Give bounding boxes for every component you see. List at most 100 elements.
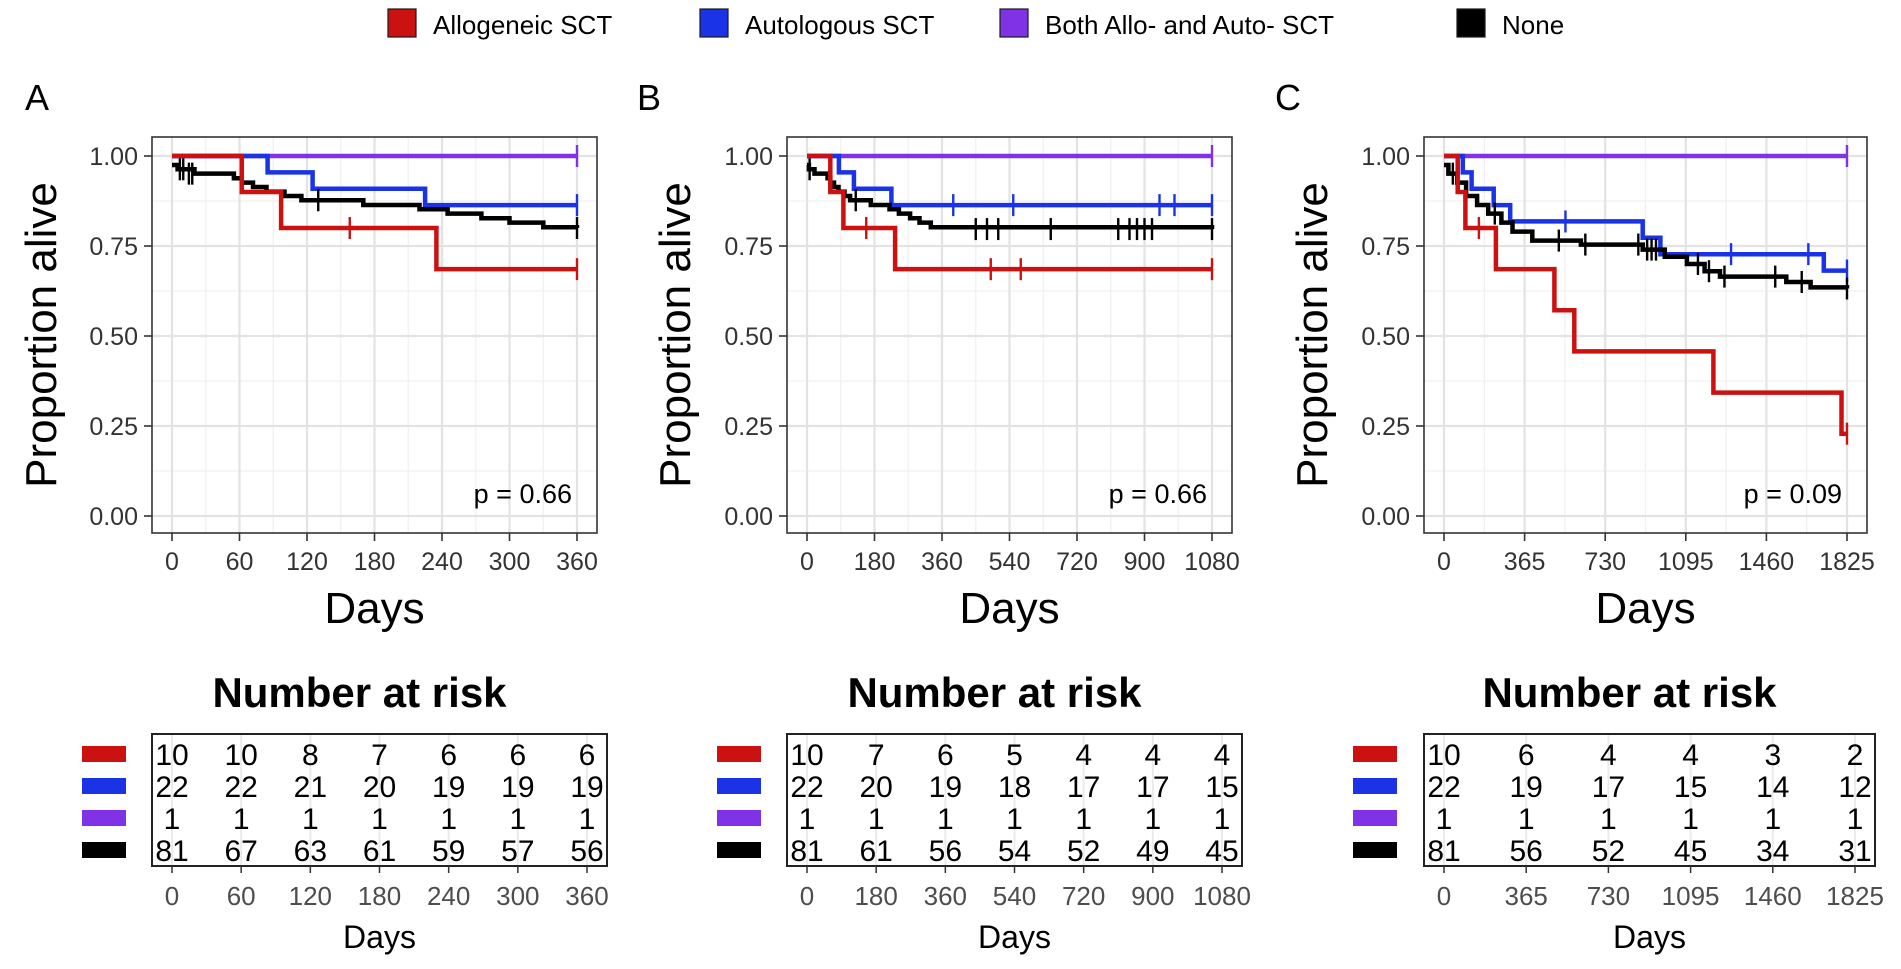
risk-count: 1 bbox=[799, 803, 816, 836]
risk-count: 1 bbox=[1214, 803, 1231, 836]
risk-x-tick-label: 300 bbox=[496, 881, 539, 911]
y-tick-label: 0.50 bbox=[724, 323, 773, 351]
risk-count: 1 bbox=[371, 803, 388, 836]
y-tick-label: 0.25 bbox=[724, 413, 773, 441]
panel-label: C bbox=[1275, 77, 1301, 118]
y-axis-title: Proportion alive bbox=[17, 182, 66, 488]
legend-swatch bbox=[1456, 8, 1486, 38]
x-tick-label: 1825 bbox=[1819, 548, 1875, 576]
x-tick-label: 0 bbox=[800, 548, 814, 576]
x-tick-label: 360 bbox=[921, 548, 963, 576]
risk-count: 19 bbox=[501, 771, 534, 804]
risk-count: 81 bbox=[790, 835, 823, 868]
risk-count: 20 bbox=[363, 771, 396, 804]
risk-count: 8 bbox=[302, 739, 319, 772]
risk-row-swatch bbox=[1353, 746, 1397, 762]
risk-x-axis-title: Days bbox=[343, 919, 416, 955]
risk-x-tick-label: 180 bbox=[358, 881, 401, 911]
risk-count: 19 bbox=[929, 771, 962, 804]
risk-count: 21 bbox=[294, 771, 327, 804]
x-tick-label: 900 bbox=[1124, 548, 1166, 576]
x-tick-label: 0 bbox=[165, 548, 179, 576]
x-tick-label: 180 bbox=[854, 548, 896, 576]
x-tick-label: 540 bbox=[989, 548, 1031, 576]
risk-count: 45 bbox=[1205, 835, 1238, 868]
risk-count: 2 bbox=[1847, 739, 1864, 772]
risk-count: 1 bbox=[302, 803, 319, 836]
legend-swatch bbox=[387, 8, 417, 38]
risk-x-tick-label: 360 bbox=[565, 881, 608, 911]
plot-border bbox=[1423, 136, 1868, 534]
risk-count: 1 bbox=[1600, 803, 1617, 836]
y-axis-title: Proportion alive bbox=[1288, 182, 1337, 488]
risk-count: 1 bbox=[579, 803, 596, 836]
x-tick-label: 120 bbox=[286, 548, 328, 576]
risk-count: 10 bbox=[155, 739, 188, 772]
risk-count: 6 bbox=[509, 739, 526, 772]
risk-count: 1 bbox=[509, 803, 526, 836]
risk-row-swatch bbox=[717, 810, 761, 826]
risk-count: 6 bbox=[937, 739, 954, 772]
risk-count: 31 bbox=[1838, 835, 1871, 868]
legend-item-0: Allogeneic SCT bbox=[387, 8, 612, 40]
risk-count: 6 bbox=[1518, 739, 1535, 772]
legend-swatch bbox=[999, 8, 1029, 38]
risk-count: 10 bbox=[1427, 739, 1460, 772]
y-tick-label: 0.00 bbox=[724, 503, 773, 531]
legend-item-2: Both Allo- and Auto- SCT bbox=[999, 8, 1334, 40]
risk-x-tick-label: 180 bbox=[854, 881, 897, 911]
risk-count: 63 bbox=[294, 835, 327, 868]
x-tick-label: 60 bbox=[226, 548, 254, 576]
risk-count: 1 bbox=[1847, 803, 1864, 836]
survival-curve-allogeneic-sct bbox=[172, 153, 577, 272]
risk-count: 1 bbox=[1518, 803, 1535, 836]
risk-count: 1 bbox=[1764, 803, 1781, 836]
risk-count: 4 bbox=[1214, 739, 1231, 772]
risk-x-tick-label: 1460 bbox=[1744, 881, 1802, 911]
risk-count: 20 bbox=[859, 771, 892, 804]
risk-x-tick-label: 0 bbox=[165, 881, 179, 911]
risk-x-tick-label: 1095 bbox=[1662, 881, 1720, 911]
risk-count: 61 bbox=[859, 835, 892, 868]
risk-x-tick-label: 1825 bbox=[1826, 881, 1884, 911]
risk-count: 10 bbox=[790, 739, 823, 772]
y-tick-label: 0.25 bbox=[1361, 413, 1410, 441]
risk-x-tick-label: 360 bbox=[924, 881, 967, 911]
risk-x-axis-title: Days bbox=[978, 919, 1051, 955]
survival-curve-autologous-sct bbox=[1444, 153, 1847, 273]
risk-count: 1 bbox=[868, 803, 885, 836]
figure-legend: Allogeneic SCT Autologous SCT Both Allo- a… bbox=[387, 8, 1564, 40]
risk-count: 18 bbox=[998, 771, 1031, 804]
survival-curve-autologous-sct bbox=[172, 153, 577, 208]
risk-count: 6 bbox=[440, 739, 457, 772]
risk-x-tick-label: 0 bbox=[800, 881, 814, 911]
risk-count: 1 bbox=[1436, 803, 1453, 836]
risk-row-swatch bbox=[1353, 810, 1397, 826]
legend-item-3: None bbox=[1456, 8, 1564, 40]
y-tick-label: 0.50 bbox=[1361, 323, 1410, 351]
risk-count: 10 bbox=[224, 739, 257, 772]
panel-C: C 0 365 730 1095 1460 1825 0.00 0.25 0.50 0.75 1.00… bbox=[1275, 77, 1875, 633]
risk-count: 4 bbox=[1600, 739, 1617, 772]
risk-count: 4 bbox=[1144, 739, 1161, 772]
risk-table-title: Number at risk bbox=[1482, 669, 1777, 716]
risk-count: 52 bbox=[1592, 835, 1625, 868]
risk-x-tick-label: 0 bbox=[1437, 881, 1451, 911]
survival-curve-autologous-sct bbox=[807, 153, 1212, 208]
risk-count: 61 bbox=[363, 835, 396, 868]
panel-label: A bbox=[25, 77, 49, 118]
y-tick-label: 0.75 bbox=[89, 233, 138, 261]
risk-count: 1 bbox=[937, 803, 954, 836]
risk-count: 4 bbox=[1682, 739, 1699, 772]
y-tick-label: 0.75 bbox=[1361, 233, 1410, 261]
risk-count: 22 bbox=[1427, 771, 1460, 804]
risk-count: 17 bbox=[1136, 771, 1169, 804]
x-tick-label: 1460 bbox=[1739, 548, 1795, 576]
x-tick-label: 720 bbox=[1056, 548, 1098, 576]
x-tick-label: 1095 bbox=[1658, 548, 1714, 576]
risk-x-tick-label: 120 bbox=[289, 881, 332, 911]
x-tick-label: 180 bbox=[354, 548, 396, 576]
risk-count: 56 bbox=[1510, 835, 1543, 868]
